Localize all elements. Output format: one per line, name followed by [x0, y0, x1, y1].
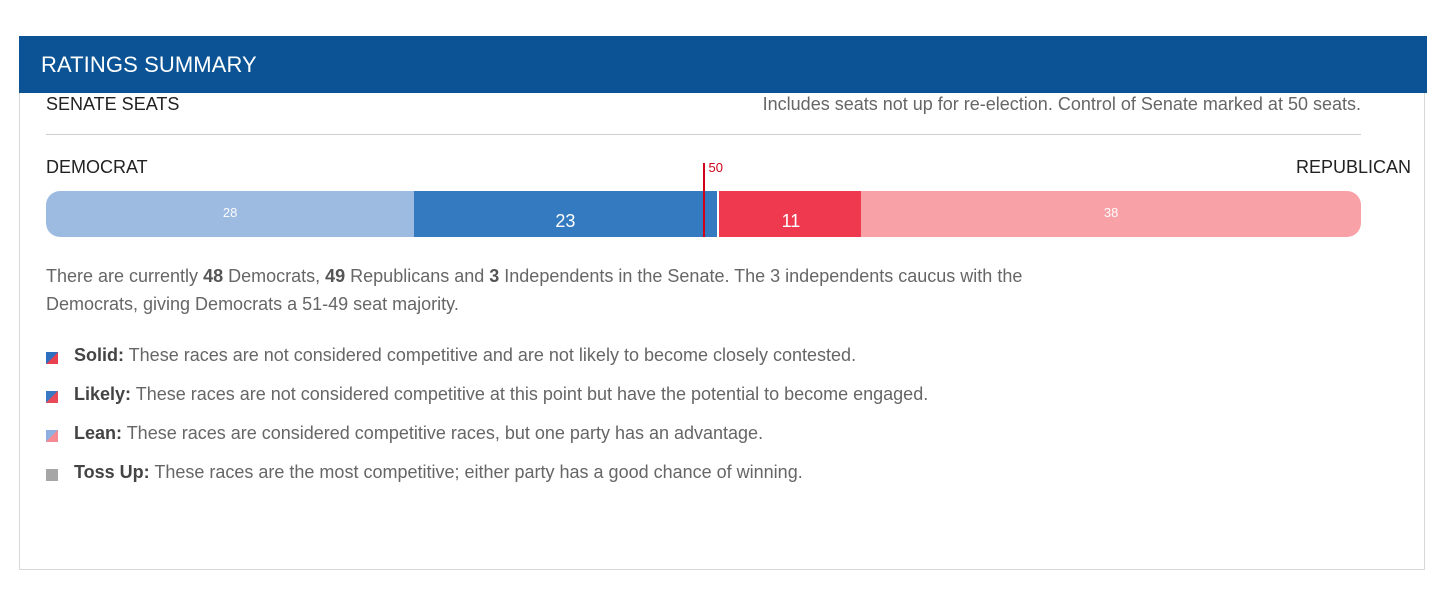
bar-segment-label-4: 38 — [1103, 205, 1119, 220]
legend-swatch — [46, 352, 58, 364]
seat-bar-track: 28 23 11 38 — [46, 191, 1361, 237]
senate-summary-text: There are currently 48 Democrats, 49 Rep… — [46, 262, 1026, 318]
party-label-democrat: DEMOCRAT — [46, 157, 148, 177]
legend-rating-description: These races are not considered competiti… — [124, 345, 857, 365]
legend-rating-name: Toss Up: — [74, 462, 150, 482]
legend-text: Solid: These races are not considered co… — [74, 345, 856, 366]
legend-text: Lean: These races are considered competi… — [74, 423, 763, 444]
summary-part-1: There are currently — [46, 266, 204, 286]
legend-rating-name: Likely: — [74, 384, 132, 404]
independent-count: 3 — [489, 266, 500, 286]
legend-rating-name: Lean: — [74, 423, 123, 443]
party-label-republican: REPUBLICAN — [1295, 157, 1411, 177]
legend-swatch — [46, 469, 58, 481]
bar-segment-2: 23 — [414, 191, 717, 237]
senate-seats-row: SENATE SEATS Includes seats not up for r… — [46, 94, 1361, 135]
ratings-summary-panel: RATINGS SUMMARY — [19, 36, 1427, 570]
bar-segment-label-1: 28 — [222, 205, 238, 220]
control-marker-line — [702, 163, 705, 237]
legend-swatch — [46, 391, 58, 403]
section-note: Includes seats not up for re-election. C… — [762, 94, 1361, 114]
bar-segment-label-3: 11 — [781, 211, 801, 231]
republican-count: 49 — [325, 266, 346, 286]
bar-segment-3: 11 — [716, 191, 864, 237]
summary-part-4: Independents in the Senate. The 3 indepe… — [46, 266, 1023, 314]
summary-part-3: Republicans and — [345, 266, 490, 286]
legend-text: Toss Up: These races are the most compet… — [74, 462, 803, 483]
legend-rating-description: These races are the most competitive; ei… — [149, 462, 803, 482]
control-marker-label: 50 — [708, 160, 723, 175]
legend-text: Likely: These races are not considered c… — [74, 384, 928, 405]
bar-segment-1: 28 — [46, 191, 415, 237]
democrat-count: 48 — [203, 266, 224, 286]
bar-segment-4: 38 — [861, 191, 1361, 237]
legend-rating-name: Solid: — [74, 345, 124, 365]
section-label: SENATE SEATS — [46, 94, 180, 114]
panel-title: RATINGS SUMMARY — [41, 52, 257, 77]
legend-rating-description: These races are not considered competiti… — [131, 384, 929, 404]
summary-part-2: Democrats, — [223, 266, 326, 286]
seat-bar-chart: 28 23 11 38 50 — [46, 160, 1361, 237]
bar-segment-label-2: 23 — [555, 211, 576, 231]
legend-rating-description: These races are considered competitive r… — [122, 423, 764, 443]
legend-swatch — [46, 430, 58, 442]
panel-header: RATINGS SUMMARY — [19, 36, 1427, 93]
